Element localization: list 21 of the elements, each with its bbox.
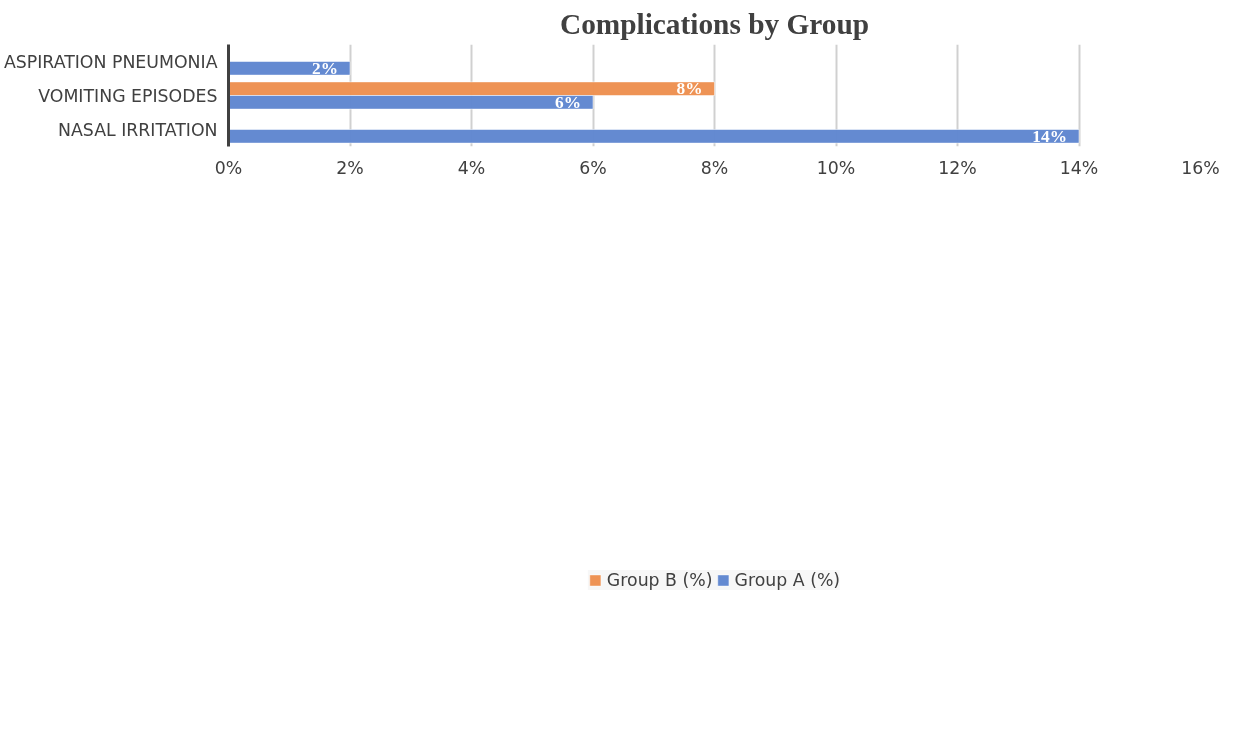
y-tick-label: NASAL IRRITATION (58, 119, 218, 140)
data-label: 2% (312, 58, 339, 78)
y-tick-label: VOMITING EPISODES (38, 85, 218, 106)
data-label: 14% (1032, 126, 1067, 146)
legend-label: Group A (%) (734, 570, 841, 590)
y-tick-label: ASPIRATION PNEUMONIA (3, 51, 218, 72)
x-tick-label: 0% (214, 157, 243, 178)
x-tick-label: 10% (816, 157, 856, 178)
legend-label: Group B (%) (606, 570, 713, 590)
x-tick-label: 8% (700, 157, 729, 178)
x-tick-label: 2% (336, 157, 364, 178)
bar (228, 61, 351, 76)
x-tick-label: 12% (938, 157, 977, 178)
data-label: 6% (555, 92, 582, 112)
x-tick-label: 6% (579, 157, 607, 178)
x-tick-label: 4% (457, 157, 486, 178)
bar (228, 129, 1080, 144)
chart-title: Complications by Group (559, 7, 870, 40)
x-tick-label: 14% (1059, 157, 1099, 178)
data-label: 8% (676, 79, 703, 99)
x-tick-label: 16% (1181, 157, 1220, 178)
